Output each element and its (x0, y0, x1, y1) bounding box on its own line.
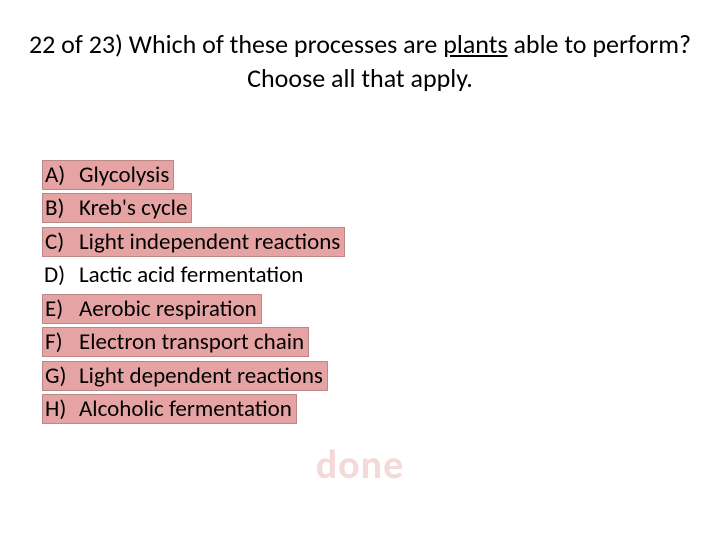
done-button[interactable]: done (0, 440, 720, 489)
option-text: Alcoholic fermentation (76, 394, 297, 424)
option-h[interactable]: H) Alcoholic fermentation (42, 393, 345, 427)
option-letter: H) (42, 394, 76, 424)
question-prefix: 22 of 23) Which of these processes are (29, 28, 443, 60)
option-letter: D) (42, 261, 76, 289)
question-text: 22 of 23) Which of these processes are p… (0, 0, 720, 96)
option-letter: C) (42, 227, 76, 257)
option-letter: G) (42, 361, 76, 391)
option-letter: F) (42, 327, 76, 357)
option-text: Lactic acid fermentation (76, 261, 307, 289)
option-letter: E) (42, 294, 76, 324)
option-e[interactable]: E) Aerobic respiration (42, 292, 345, 326)
option-d[interactable]: D) Lactic acid fermentation (42, 259, 345, 293)
option-b[interactable]: B) Kreb's cycle (42, 192, 345, 226)
option-g[interactable]: G) Light dependent reactions (42, 359, 345, 393)
option-text: Glycolysis (76, 160, 174, 190)
option-letter: B) (42, 193, 76, 223)
option-a[interactable]: A) Glycolysis (42, 158, 345, 192)
option-text: Aerobic respiration (76, 294, 262, 324)
option-letter: A) (42, 160, 76, 190)
options-list: A) Glycolysis B) Kreb's cycle C) Light i… (42, 158, 345, 426)
option-text: Light independent reactions (76, 227, 345, 257)
option-f[interactable]: F) Electron transport chain (42, 326, 345, 360)
option-c[interactable]: C) Light independent reactions (42, 225, 345, 259)
option-text: Electron transport chain (76, 327, 309, 357)
option-text: Light dependent reactions (76, 361, 328, 391)
question-underlined: plants (443, 28, 507, 60)
option-text: Kreb's cycle (76, 193, 192, 223)
